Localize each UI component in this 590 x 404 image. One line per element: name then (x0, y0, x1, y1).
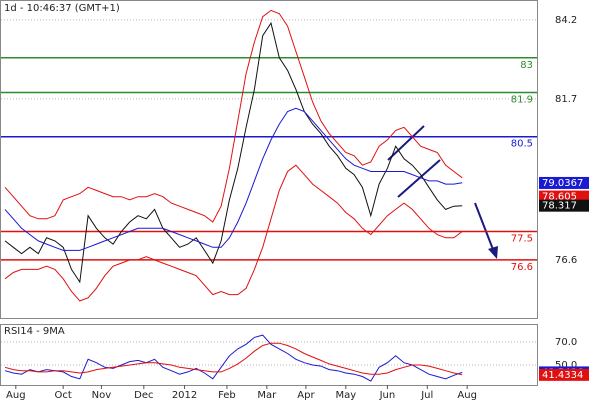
x-tick-label: Nov (92, 390, 112, 400)
x-tick-label: Jul (420, 390, 433, 400)
price-panel (0, 0, 538, 319)
y-tick-label: 81.7 (555, 94, 577, 105)
forecast-arrow (474, 202, 495, 253)
x-tick-label: Oct (55, 390, 72, 400)
price-label: 41.4334 (542, 370, 583, 381)
x-tick-label: Feb (218, 390, 236, 400)
level-label: 80.5 (511, 139, 533, 150)
x-tick-label: Jun (379, 390, 396, 400)
series-line (4, 334, 463, 382)
channel (387, 125, 498, 259)
y-tick-label: 84.2 (555, 15, 577, 26)
y-tick-label: 76.6 (555, 255, 577, 266)
level-label: 76.6 (511, 262, 533, 273)
x-tick-label: 2012 (172, 390, 197, 400)
price-label: 79.0367 (542, 178, 583, 189)
price-label-box (539, 176, 589, 189)
price-label-box (539, 190, 589, 203)
price-label: 78.605 (542, 192, 577, 203)
y-tick-label: 70.0 (555, 337, 577, 348)
price-label-box (539, 368, 589, 381)
x-tick-label: Apr (297, 390, 315, 400)
series-line (4, 164, 463, 302)
price-label: 78.317 (542, 201, 577, 212)
channel-line (387, 125, 425, 161)
price-label-box (539, 199, 589, 212)
rsi-title: RSI14 - 9MA (4, 326, 65, 337)
rsi-panel (0, 324, 538, 386)
series-line (4, 107, 463, 251)
x-tick-label: Dec (134, 390, 153, 400)
x-tick-label: Mar (257, 390, 277, 400)
series-line (4, 21, 463, 284)
channel-line (397, 159, 441, 198)
series-line (4, 9, 463, 223)
arrow-head (488, 246, 498, 259)
level-label: 81.9 (511, 95, 533, 106)
chart-title: 1d - 10:46:37 (GMT+1) (4, 3, 120, 14)
level-label: 83 (520, 60, 533, 71)
x-tick-label: Aug (6, 390, 26, 400)
level-label: 77.5 (511, 233, 533, 244)
y-tick-label: 50.0 (555, 360, 577, 371)
x-tick-label: May (335, 390, 356, 400)
series-line (4, 342, 463, 376)
x-tick-label: Aug (457, 390, 477, 400)
